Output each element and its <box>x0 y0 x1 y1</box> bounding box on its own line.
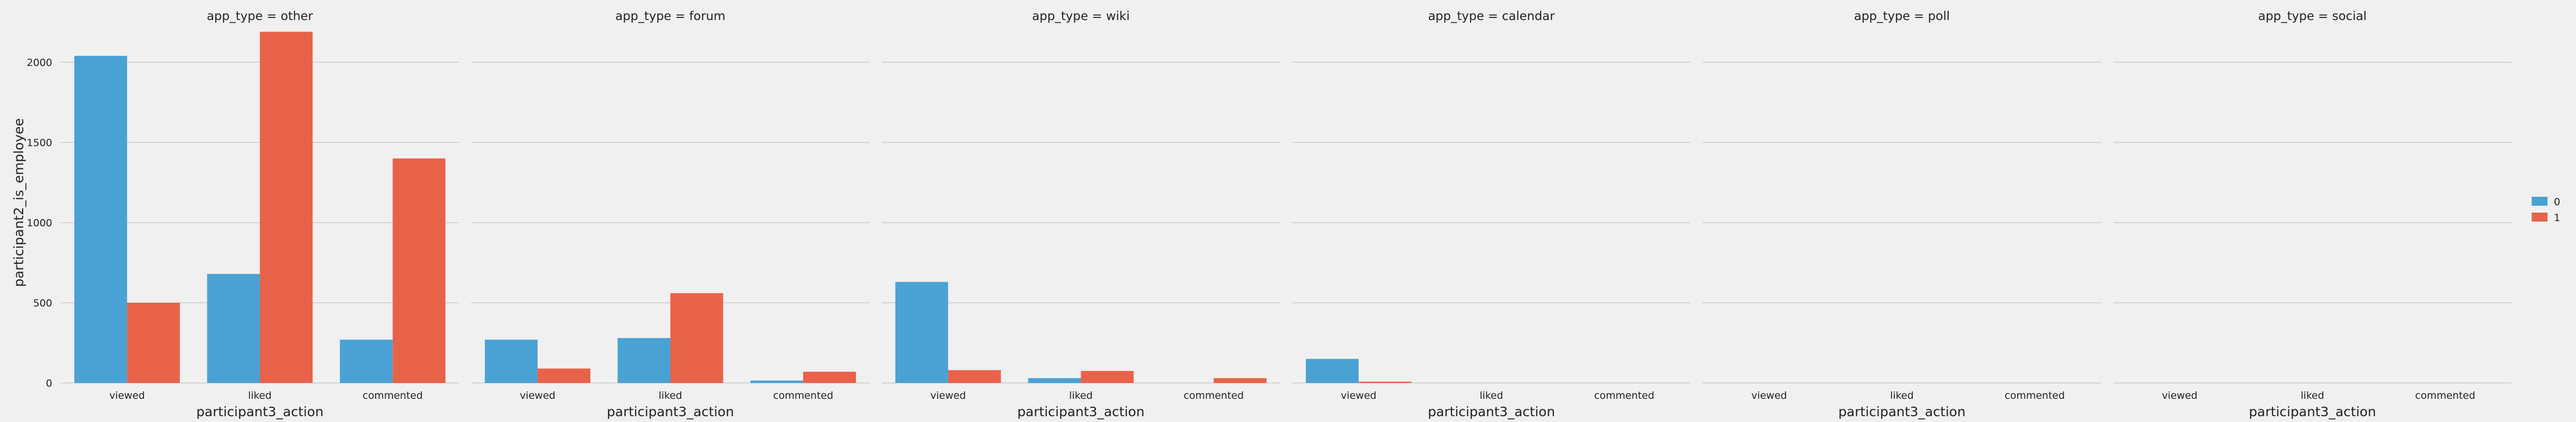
x-tick-label: commented <box>1594 390 1654 401</box>
bar-calendar-viewed-series-0 <box>1305 359 1359 383</box>
bar-forum-commented-series-1 <box>803 371 856 383</box>
legend-label-1: 1 <box>2554 212 2560 224</box>
x-tick-label: viewed <box>930 390 966 401</box>
x-axis-label: participant3_action <box>2249 404 2376 419</box>
facet-title: app_type = poll <box>1854 9 1950 23</box>
bar-wiki-viewed-series-1 <box>948 370 1001 383</box>
y-tick-label: 500 <box>33 298 52 309</box>
y-tick-label: 1500 <box>27 137 52 149</box>
facet-title: app_type = calendar <box>1428 9 1555 23</box>
x-tick-label: viewed <box>1751 390 1787 401</box>
x-tick-label: commented <box>362 390 423 401</box>
bar-wiki-commented-series-1 <box>1214 378 1267 383</box>
x-tick-label: liked <box>248 390 272 401</box>
bar-calendar-viewed-series-1 <box>1358 381 1411 383</box>
x-tick-label: viewed <box>2162 390 2198 401</box>
x-tick-label: commented <box>773 390 833 401</box>
bar-forum-liked-series-0 <box>617 338 671 383</box>
bar-wiki-liked-series-1 <box>1081 371 1134 383</box>
x-tick-label: liked <box>659 390 682 401</box>
x-axis-label: participant3_action <box>607 404 734 419</box>
x-tick-label: viewed <box>109 390 145 401</box>
facet-title: app_type = wiki <box>1032 9 1130 23</box>
bar-wiki-liked-series-0 <box>1028 378 1081 383</box>
x-tick-label: commented <box>2005 390 2065 401</box>
facet-title: app_type = forum <box>615 9 726 23</box>
x-axis-label: participant3_action <box>1017 404 1144 419</box>
legend-swatch-0 <box>2532 197 2548 206</box>
facet-title: app_type = social <box>2258 9 2367 23</box>
bar-wiki-viewed-series-0 <box>895 282 948 383</box>
legend-label-0: 0 <box>2554 196 2560 208</box>
bar-other-viewed-series-1 <box>127 303 180 383</box>
x-tick-label: viewed <box>520 390 556 401</box>
x-axis-label: participant3_action <box>1428 404 1555 419</box>
y-tick-label: 2000 <box>27 57 52 69</box>
bar-other-liked-series-1 <box>260 32 313 383</box>
bar-other-commented-series-0 <box>340 339 393 383</box>
bar-forum-viewed-series-1 <box>537 368 590 383</box>
legend-swatch-1 <box>2532 213 2548 222</box>
x-tick-label: liked <box>1890 390 1914 401</box>
y-axis-label: participant2_is_employee <box>11 118 26 287</box>
bar-forum-commented-series-0 <box>750 380 804 383</box>
bar-forum-liked-series-1 <box>670 293 723 383</box>
facet-title: app_type = other <box>207 9 313 23</box>
bar-forum-viewed-series-0 <box>484 339 538 383</box>
bar-other-commented-series-1 <box>393 158 446 383</box>
bar-other-viewed-series-0 <box>74 55 127 383</box>
x-axis-label: participant3_action <box>196 404 323 419</box>
bar-other-liked-series-0 <box>207 274 260 383</box>
x-axis-label: participant3_action <box>1838 404 1966 419</box>
x-tick-label: liked <box>1480 390 1503 401</box>
y-tick-label: 0 <box>46 378 52 389</box>
y-tick-label: 1000 <box>27 217 52 229</box>
x-tick-label: liked <box>2301 390 2324 401</box>
x-tick-label: viewed <box>1341 390 1377 401</box>
x-tick-label: commented <box>1184 390 1244 401</box>
x-tick-label: liked <box>1069 390 1093 401</box>
x-tick-label: commented <box>2415 390 2475 401</box>
